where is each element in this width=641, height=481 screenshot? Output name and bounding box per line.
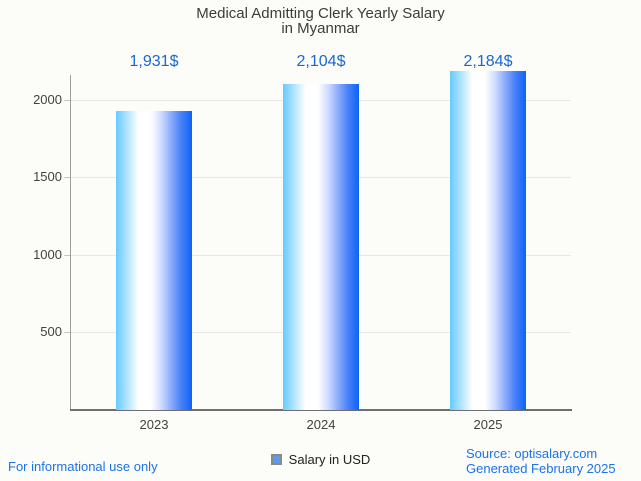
- bar-value-label: 2,184$: [463, 53, 513, 70]
- source-block: Source: optisalary.com Generated Februar…: [466, 446, 616, 476]
- x-tick-label: 2024: [306, 417, 336, 432]
- y-axis-tick: [64, 255, 70, 256]
- y-tick-label: 500: [40, 324, 62, 339]
- chart-title: Medical Admitting Clerk Yearly Salary in…: [0, 6, 641, 36]
- y-axis-line: [70, 75, 71, 410]
- disclaimer-text: For informational use only: [8, 459, 158, 474]
- bar[interactable]: [450, 71, 526, 410]
- x-tick-label: 2025: [473, 417, 503, 432]
- y-axis-tick: [64, 100, 70, 101]
- generated-text: Generated February 2025: [466, 461, 616, 476]
- y-tick-label: 1000: [33, 247, 62, 262]
- x-axis-line: [70, 409, 572, 411]
- y-axis-tick: [64, 177, 70, 178]
- x-tick-label: 2023: [139, 417, 169, 432]
- source-link[interactable]: Source: optisalary.com: [466, 446, 598, 461]
- y-tick-label: 2000: [33, 92, 62, 107]
- chart-title-line2: in Myanmar: [281, 20, 360, 37]
- chart-title-line1: Medical Admitting Clerk Yearly Salary: [196, 5, 445, 22]
- legend-label: Salary in USD: [288, 452, 371, 467]
- bar[interactable]: [116, 111, 192, 410]
- chart-plot-area: 500 1000 1500 2000 1,931$ 2023 2,104$ 2024 2,184…: [33, 53, 572, 432]
- legend: Salary in USD: [0, 452, 641, 467]
- y-axis-tick: [64, 332, 70, 333]
- y-tick-label: 1500: [33, 169, 62, 184]
- bar-value-label: 2,104$: [296, 53, 346, 70]
- bar-value-label: 1,931$: [129, 53, 179, 70]
- legend-swatch-icon: [270, 454, 282, 465]
- bar[interactable]: [283, 84, 359, 410]
